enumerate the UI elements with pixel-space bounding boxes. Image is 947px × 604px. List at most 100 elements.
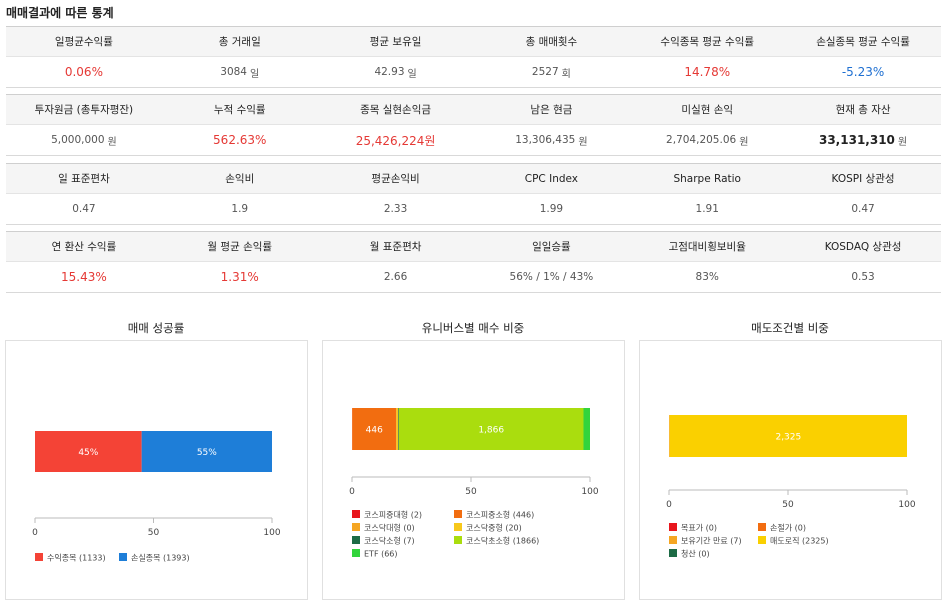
legend-label: 코스닥소형 (7)	[364, 536, 415, 546]
stat-label: 손익비	[225, 173, 255, 185]
bar-data-label: 45%	[78, 448, 98, 458]
stat-label: 월 평균 손익률	[207, 241, 273, 253]
stats-table-2: 투자원금 (총투자평잔) 누적 수익률 종목 실현손익금 남은 현금 미실현 손익 현재 …	[6, 94, 941, 156]
legend-swatch	[454, 523, 462, 531]
chart-title-sell-condition: 매도조건별 비중	[751, 321, 829, 335]
stat-unit: 원	[739, 136, 749, 148]
stat-unit: 원	[897, 136, 908, 148]
stat-value-cell: 14.78%	[629, 57, 785, 87]
stat-value: 2.66	[383, 271, 408, 283]
stat-label: 총 매매횟수	[525, 36, 578, 48]
stats-value-row: 0.47 1.9 2.33 1.99 1.91 0.47	[6, 194, 941, 224]
stat-label: 평균 보유일	[369, 36, 422, 48]
bar-segment	[398, 408, 584, 450]
bar-data-label: 1,866	[478, 426, 504, 436]
legend-label: 코스닥중형 (20)	[466, 523, 522, 533]
stats-table-4: 연 환산 수익률 월 평균 손익률 월 표준편차 일일승률 고점대비횡보비율 KOSDAQ…	[6, 231, 941, 293]
sell-condition-svg: 0 50 100 2,325 목표가 (0) 손절가 (0) 보유기간 만료 (7) 매도로직…	[666, 415, 916, 559]
stat-label: 남은 현금	[530, 104, 573, 116]
stats-table-3: 일 표준편차 손익비 평균손익비 CPC Index Sharpe Ratio KOSPI…	[6, 163, 941, 225]
stats-header-row: 투자원금 (총투자평잔) 누적 수익률 종목 실현손익금 남은 현금 미실현 손익 현재 …	[6, 95, 941, 125]
stat-label: 종목 실현손익금	[360, 104, 432, 116]
legend-label: 손절가 (0)	[770, 524, 806, 533]
stat-value-cell: 56% / 1% / 43%	[473, 262, 629, 292]
stat-unit: 일	[407, 68, 417, 80]
bar-segment	[352, 408, 397, 450]
chart-success-rate: 0 50 100 45% 55% 수익종목 (1133) 손실종목 (1393)	[5, 340, 308, 600]
stat-value: 0.47	[851, 203, 875, 215]
legend-label: 목표가 (0)	[681, 524, 717, 533]
chart-sell-condition: 0 50 100 2,325 목표가 (0) 손절가 (0) 보유기간 만료 (7) 매도로직…	[639, 340, 942, 600]
stat-label: 월 표준편차	[369, 241, 422, 253]
stat-value-cell: 1.9	[162, 194, 318, 224]
stat-value-cell: 562.63%	[162, 125, 318, 155]
stat-value-cell: 83%	[629, 262, 785, 292]
legend-label: 매도로직 (2325)	[770, 536, 829, 546]
x-tick-label: 50	[465, 487, 477, 497]
legend-label: 코스닥대형 (0)	[364, 523, 415, 533]
stats-header-row: 일평균수익률 총 거래일 평균 보유일 총 매매횟수 수익종목 평균 수익률 손실종목 평…	[6, 27, 941, 57]
stats-value-row: 15.43% 1.31% 2.66 56% / 1% / 43% 83% 0.53	[6, 262, 941, 292]
stat-value-cell: 13,306,435 원	[473, 125, 629, 155]
stat-label: CPC Index	[524, 172, 579, 185]
legend-label: 코스피중대형 (2)	[364, 511, 422, 520]
stat-value: 0.06%	[64, 65, 103, 79]
stats-value-row: 5,000,000 원 562.63% 25,426,224원 13,306,435 원 2…	[6, 125, 941, 155]
legend-swatch	[669, 549, 677, 557]
stat-value: 1.99	[539, 203, 564, 215]
stat-value: 2.33	[383, 203, 408, 215]
stat-value-cell: 0.06%	[6, 57, 162, 87]
stat-label: 수익종목 평균 수익률	[660, 36, 755, 48]
legend-label: ETF (66)	[364, 550, 398, 559]
stat-value-cell: -5.23%	[785, 57, 941, 87]
stat-label: 현재 총 자산	[835, 104, 891, 116]
stat-value-cell: 1.31%	[162, 262, 318, 292]
stat-value: 33,131,310	[818, 133, 895, 147]
legend-swatch	[454, 536, 462, 544]
legend-label: 코스피중소형 (446)	[466, 511, 534, 520]
bar-segment	[398, 408, 399, 450]
stat-label: 손실종목 평균 수익률	[816, 36, 910, 48]
chart-universe: 0 50 100 446 1,866 코스피중대형 (2) 코스피중소형 (446) 코스닥대…	[322, 340, 625, 600]
stats-header-row: 일 표준편차 손익비 평균손익비 CPC Index Sharpe Ratio KOSPI…	[6, 164, 941, 194]
stat-label: 일평균수익률	[54, 36, 113, 48]
legend-label: 보유기간 만료 (7)	[681, 536, 742, 546]
stat-label: KOSPI 상관성	[831, 173, 895, 185]
bar-segment	[35, 431, 142, 472]
bar-segment	[396, 408, 399, 450]
stat-unit: 일	[250, 68, 260, 80]
stat-value: 1.91	[695, 203, 719, 215]
x-tick-label: 100	[581, 487, 598, 497]
stat-label: KOSDAQ 상관성	[824, 241, 902, 253]
stat-value: 1.31%	[220, 270, 259, 284]
x-tick-label: 0	[666, 500, 672, 510]
bar-data-label: 446	[366, 426, 383, 436]
stat-label: 일일승률	[532, 241, 571, 253]
legend-swatch	[352, 549, 360, 557]
x-tick-label: 50	[148, 528, 160, 538]
stat-value: 14.78%	[684, 65, 731, 79]
stat-label: 누적 수익률	[213, 104, 266, 116]
stats-value-row: 0.06% 3084 일 42.93 일 2527 회 14.78% -5.23%	[6, 57, 941, 87]
bar-data-label: 55%	[197, 448, 217, 458]
x-tick-label: 0	[349, 487, 355, 497]
stat-value: 42.93	[374, 66, 405, 78]
chart-title-success-rate: 매매 성공률	[127, 321, 185, 335]
success-rate-svg: 0 50 100 45% 55% 수익종목 (1133) 손실종목 (1393)	[32, 431, 281, 563]
stat-label: 투자원금 (총투자평잔)	[34, 104, 134, 116]
stat-value: 2,704,205.06	[666, 134, 737, 146]
legend-label: 코스닥초소형 (1866)	[466, 536, 539, 546]
page-title: 매매결과에 따른 통계	[6, 6, 114, 20]
stat-label: 고점대비횡보비율	[668, 241, 746, 253]
stat-value: 56% / 1% / 43%	[509, 271, 594, 283]
stat-value: 2527	[531, 66, 559, 78]
stat-value-cell: 33,131,310 원	[785, 125, 941, 155]
legend-swatch	[758, 523, 766, 531]
legend-swatch	[669, 536, 677, 544]
chart-title-universe: 유니버스별 매수 비중	[421, 321, 525, 335]
stat-value: 13,306,435	[515, 134, 576, 146]
stat-value-cell: 2.33	[318, 194, 474, 224]
stat-value: 83%	[695, 271, 719, 283]
stat-value-cell: 1.99	[473, 194, 629, 224]
stat-value-cell: 1.91	[629, 194, 785, 224]
